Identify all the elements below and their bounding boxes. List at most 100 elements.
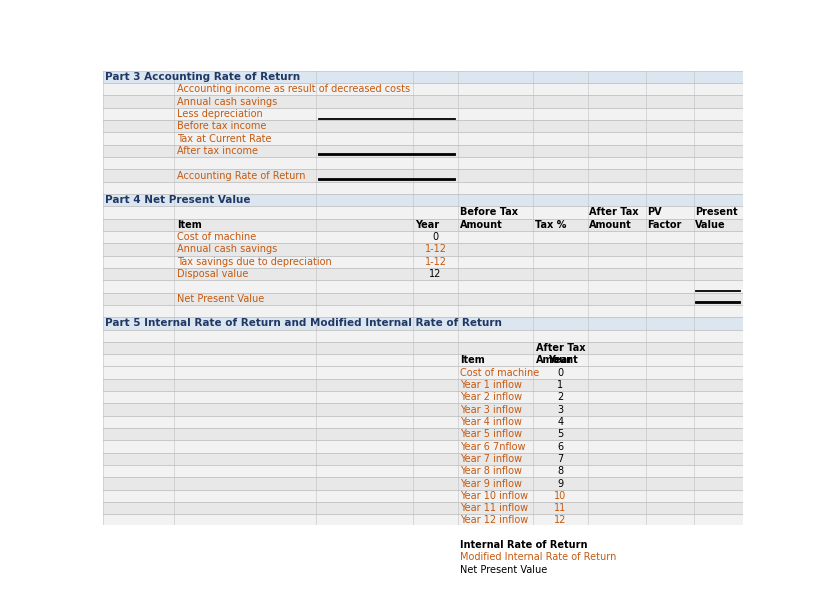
- Text: Year 2 inflow: Year 2 inflow: [460, 392, 522, 402]
- Text: 10: 10: [554, 491, 567, 501]
- Bar: [103, 157, 742, 169]
- Bar: [103, 391, 742, 404]
- Text: After tax income: After tax income: [177, 146, 257, 156]
- Text: 12: 12: [554, 516, 567, 526]
- Text: Annual cash savings: Annual cash savings: [177, 97, 277, 107]
- Text: Before tax income: Before tax income: [177, 121, 266, 131]
- Text: 6: 6: [558, 441, 563, 451]
- Bar: [103, 293, 742, 305]
- Text: 2: 2: [557, 392, 563, 402]
- Bar: [103, 563, 742, 576]
- Bar: [103, 145, 742, 157]
- Text: 12: 12: [430, 269, 442, 279]
- Text: After Tax: After Tax: [589, 208, 639, 218]
- Text: Part 5 Internal Rate of Return and Modified Internal Rate of Return: Part 5 Internal Rate of Return and Modif…: [106, 319, 502, 329]
- Text: Year: Year: [549, 355, 573, 365]
- Bar: [103, 404, 742, 416]
- Text: Disposal value: Disposal value: [177, 269, 248, 279]
- Bar: [103, 108, 742, 120]
- Text: Before Tax: Before Tax: [460, 208, 517, 218]
- Text: Item: Item: [460, 355, 485, 365]
- Bar: [103, 206, 742, 219]
- Bar: [103, 243, 742, 255]
- Bar: [103, 551, 742, 563]
- Text: Factor: Factor: [647, 220, 681, 230]
- Text: Year 12 inflow: Year 12 inflow: [460, 516, 529, 526]
- Text: Amount: Amount: [460, 220, 502, 230]
- Text: Tax savings due to depreciation: Tax savings due to depreciation: [177, 257, 332, 267]
- Text: Accounting income as result of decreased costs: Accounting income as result of decreased…: [177, 84, 410, 94]
- Text: Cost of machine: Cost of machine: [177, 232, 256, 242]
- Text: 3: 3: [558, 405, 563, 415]
- Text: After Tax: After Tax: [535, 343, 585, 353]
- Bar: [103, 354, 742, 366]
- Bar: [103, 502, 742, 514]
- Text: 1-12: 1-12: [425, 257, 446, 267]
- Text: Present: Present: [695, 208, 738, 218]
- Text: Year 8 inflow: Year 8 inflow: [460, 466, 522, 476]
- Text: Accounting Rate of Return: Accounting Rate of Return: [177, 171, 305, 181]
- Text: 1-12: 1-12: [425, 244, 446, 254]
- Bar: [103, 330, 742, 342]
- Text: Less depreciation: Less depreciation: [177, 109, 262, 119]
- Text: Year 5 inflow: Year 5 inflow: [460, 430, 522, 439]
- Bar: [103, 83, 742, 96]
- Text: Net Present Value: Net Present Value: [177, 294, 264, 304]
- Text: Amount: Amount: [589, 220, 632, 230]
- Text: Tax at Current Rate: Tax at Current Rate: [177, 133, 271, 143]
- Text: 7: 7: [557, 454, 563, 464]
- Text: Tax %: Tax %: [535, 220, 566, 230]
- Bar: [103, 305, 742, 317]
- Text: 4: 4: [558, 417, 563, 427]
- Text: Net Present Value: Net Present Value: [460, 565, 548, 575]
- Text: 5: 5: [557, 430, 563, 439]
- Bar: [103, 366, 742, 379]
- Bar: [103, 428, 742, 440]
- Text: Internal Rate of Return: Internal Rate of Return: [460, 540, 588, 550]
- Text: 8: 8: [558, 466, 563, 476]
- Text: Year 9 inflow: Year 9 inflow: [460, 478, 522, 489]
- Bar: [103, 440, 742, 453]
- Bar: [103, 169, 742, 182]
- Text: 9: 9: [558, 478, 563, 489]
- Bar: [103, 268, 742, 280]
- Text: 11: 11: [554, 503, 567, 513]
- Text: Year 10 inflow: Year 10 inflow: [460, 491, 529, 501]
- Text: Item: Item: [177, 220, 201, 230]
- Text: Value: Value: [695, 220, 726, 230]
- Bar: [103, 527, 742, 539]
- Bar: [103, 514, 742, 527]
- Bar: [103, 71, 742, 83]
- Bar: [103, 453, 742, 465]
- Text: Year 3 inflow: Year 3 inflow: [460, 405, 522, 415]
- Bar: [103, 120, 742, 132]
- Bar: [103, 539, 742, 551]
- Bar: [103, 490, 742, 502]
- Bar: [103, 280, 742, 293]
- Text: 0: 0: [432, 232, 439, 242]
- Bar: [103, 379, 742, 391]
- Bar: [103, 465, 742, 477]
- Text: Year 6 7nflow: Year 6 7nflow: [460, 441, 526, 451]
- Text: Amount: Amount: [535, 355, 578, 365]
- Text: Annual cash savings: Annual cash savings: [177, 244, 277, 254]
- Text: Cost of machine: Cost of machine: [460, 368, 540, 378]
- Bar: [103, 342, 742, 354]
- Text: 1: 1: [558, 380, 563, 390]
- Text: Modified Internal Rate of Return: Modified Internal Rate of Return: [460, 552, 617, 562]
- Bar: [103, 194, 742, 206]
- Text: Part 3 Accounting Rate of Return: Part 3 Accounting Rate of Return: [106, 72, 300, 82]
- Text: Year 4 inflow: Year 4 inflow: [460, 417, 522, 427]
- Text: Year: Year: [415, 220, 439, 230]
- Text: PV: PV: [647, 208, 662, 218]
- Bar: [103, 96, 742, 108]
- Bar: [103, 477, 742, 490]
- Text: Year 1 inflow: Year 1 inflow: [460, 380, 522, 390]
- Bar: [535, 565, 603, 575]
- Text: Year 11 inflow: Year 11 inflow: [460, 503, 529, 513]
- Bar: [103, 132, 742, 145]
- Bar: [103, 219, 742, 231]
- Text: Year 7 inflow: Year 7 inflow: [460, 454, 522, 464]
- Bar: [103, 416, 742, 428]
- Bar: [103, 317, 742, 330]
